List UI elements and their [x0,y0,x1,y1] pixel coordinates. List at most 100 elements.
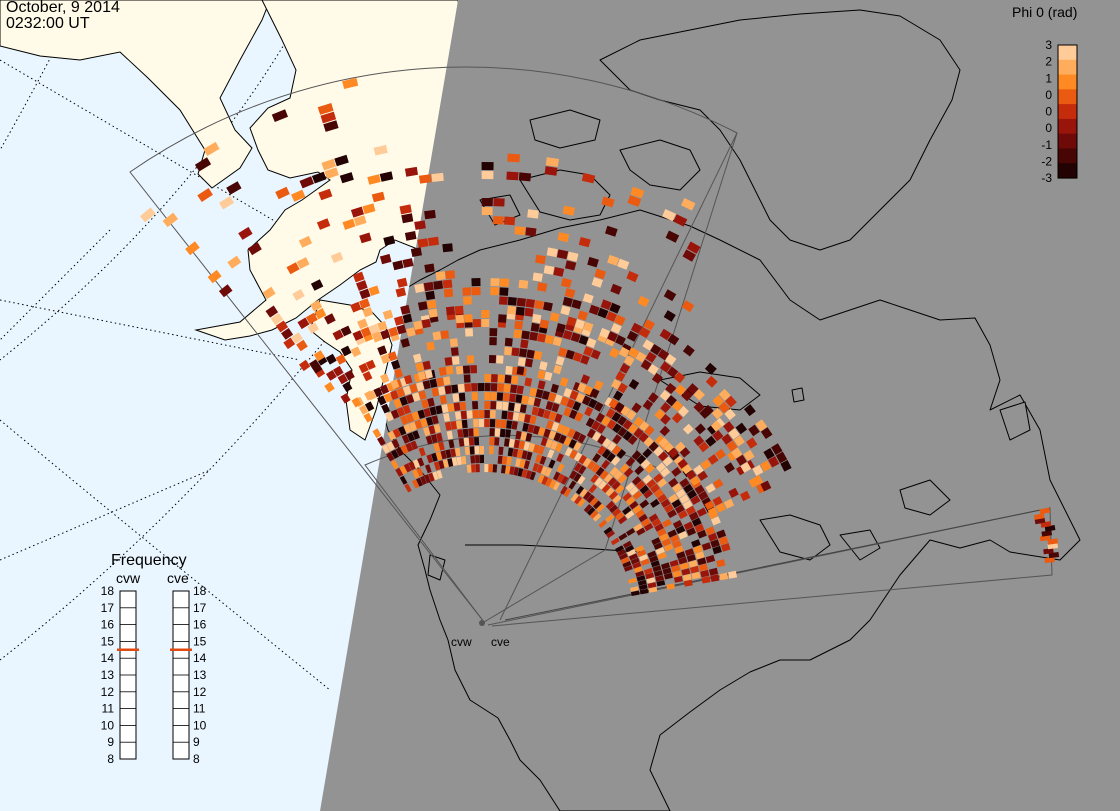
scatter-cell [488,464,493,473]
scatter-cell [760,460,772,472]
scatter-cell [696,507,707,517]
scatter-cell [519,348,528,358]
scatter-cell [396,277,408,288]
scatter-cell [568,480,577,490]
scatter-cell [492,464,498,473]
scatter-cell [623,467,634,478]
scatter-cell [612,508,622,517]
scatter-cell [383,235,396,246]
scatter-cell [330,251,344,264]
scatter-cell [620,557,630,564]
scatter-cell [382,309,394,320]
scatter-cell [529,387,537,397]
scatter-cell [472,401,479,410]
scatter-cell [556,249,569,260]
scatter-cell [463,374,471,383]
scatter-cell [400,304,411,315]
scatter-cell [553,471,561,481]
scatter-cell [532,425,540,435]
frequency-scale-label: 14 [101,651,115,665]
scatter-cell [353,215,367,227]
scatter-cell [522,422,529,432]
scatter-cell [464,383,472,392]
scatter-cell [653,446,664,457]
scatter-cell [582,293,594,304]
scatter-cell [718,388,731,401]
scatter-cell [697,529,707,539]
scatter-cell [320,111,337,124]
scatter-cell [662,209,676,222]
scatter-cell [519,404,527,414]
radar-site-marker-cvw[interactable] [479,620,485,626]
scatter-cell [558,347,568,358]
scatter-cell [525,358,534,368]
scatter-cell [565,260,577,271]
scatter-cell [391,359,401,370]
frequency-panel: Frequency cvw cve 1817161514131211109818… [101,552,207,766]
scatter-cell [614,402,625,413]
scatter-cell [529,415,537,425]
scatter-cell [403,423,412,434]
scatter-cell [396,387,406,398]
scatter-cell [395,287,407,298]
scatter-cell [707,532,718,542]
scatter-cell [489,437,495,446]
scatter-cell [400,338,410,348]
scatter-cell [435,405,443,415]
scatter-cell [617,415,627,426]
scatter-cell [623,355,635,366]
scatter-cell [638,513,648,523]
scatter-cell [591,277,603,288]
scatter-cell [690,475,701,486]
scatter-cell [763,448,775,460]
scatter-cell [707,506,718,517]
scatter-cell [601,416,611,427]
scatter-cell [560,305,571,316]
scatter-cell [569,409,578,420]
scatter-cell [444,421,452,431]
scatter-cell [368,323,380,335]
scatter-cell [561,277,572,288]
scatter-cell [433,442,440,452]
scatter-cell [656,580,666,587]
scatter-cell [387,351,398,362]
scatter-cell [631,402,642,413]
scatter-cell [548,430,557,440]
scatter-cell [606,530,615,539]
scatter-cell [712,496,723,506]
scatter-cell [464,314,473,323]
colorbar-tick-label: -1 [1041,138,1052,152]
frequency-radar-label-cvw: cvw [116,570,141,586]
scatter-cell [550,383,559,394]
scatter-cell [679,447,691,458]
night-land [379,9,1081,811]
scatter-cell [724,462,735,473]
scatter-cell [740,490,751,502]
scatter-cell [585,417,595,428]
scatter-cell [644,425,655,436]
scatter-cell [609,466,619,477]
scatter-cell [678,405,689,417]
scatter-cell [682,423,694,435]
scatter-cell [498,314,507,323]
scatter-cell [405,413,414,423]
scatter-cell [324,167,339,179]
scatter-cell [359,288,371,300]
scatter-cell [451,356,460,365]
scatter-cell [645,572,655,580]
scatter-cell [372,428,382,439]
scatter-cell [682,500,693,510]
scatter-cell [490,392,497,401]
scatter-cell [523,441,530,451]
scatter-cell [558,434,567,444]
scatter-cell [571,299,582,310]
scatter-cell [479,455,484,464]
scatter-cell [396,324,407,335]
scatter-cell [391,438,400,449]
scatter-cell [735,422,748,435]
scatter-cell [461,419,468,429]
scatter-cell [686,527,696,536]
scatter-cell [625,544,635,553]
scatter-cell [679,562,689,570]
scatter-cell [516,297,526,307]
